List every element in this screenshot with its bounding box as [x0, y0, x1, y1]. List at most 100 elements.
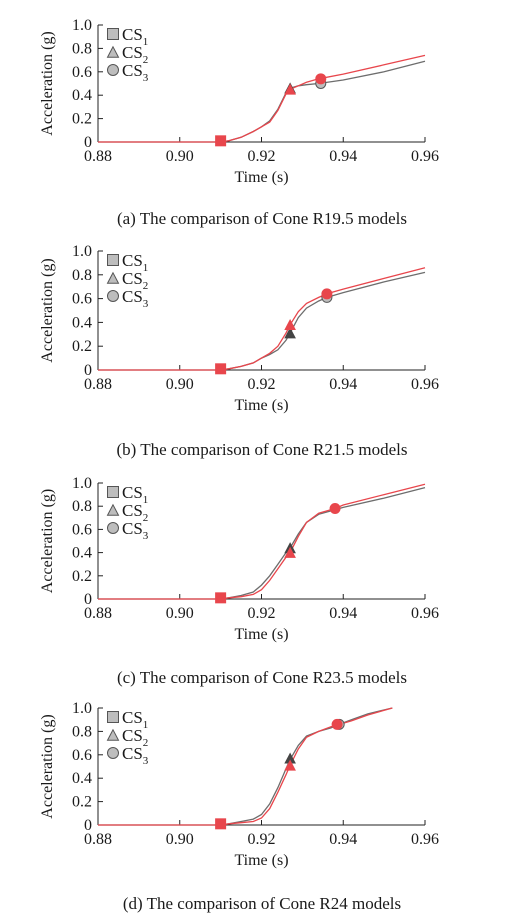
legend-triangle-icon [106, 728, 120, 741]
legend-square-icon [107, 486, 119, 498]
legend-label-base: CS [122, 61, 143, 80]
x-tick-label: 0.88 [84, 376, 112, 393]
legend-circle-icon [107, 290, 119, 302]
legend-label-subscript: 3 [143, 72, 149, 84]
circle-marker [321, 288, 333, 300]
legend-label-subscript: 3 [143, 755, 149, 767]
x-tick-label: 0.96 [411, 376, 439, 393]
triangle-marker [284, 83, 296, 95]
x-axis-label: Time (s) [234, 169, 288, 186]
x-tick-label: 0.88 [84, 148, 112, 165]
x-tick-label: 0.90 [166, 376, 194, 393]
y-tick-label: 0.8 [72, 40, 92, 57]
legend-label-subscript: 2 [143, 54, 149, 66]
y-axis-label: Acceleration (g) [39, 714, 56, 818]
x-axis-label: Time (s) [234, 397, 288, 414]
legend-label-base: CS [122, 726, 143, 745]
y-tick-label: 1.0 [72, 17, 92, 34]
legend-label-2: CS2 [122, 726, 148, 749]
y-tick-label: 0 [84, 134, 92, 151]
y-tick-label: 0.8 [72, 267, 92, 284]
circle-marker [331, 718, 343, 730]
chart-panel-4: 0 0.2 0.4 0.6 0.8 1.0 0.88 0.90 0.92 0.94 0.96 Acce… [39, 700, 439, 913]
triangle-marker [284, 759, 296, 771]
legend-label-subscript: 3 [143, 530, 149, 542]
legend-label-2: CS2 [122, 269, 148, 292]
legend-label-base: CS [122, 269, 143, 288]
legend-label-subscript: 1 [143, 494, 149, 506]
legend-label-1: CS1 [122, 251, 148, 274]
legend-square-icon [107, 711, 119, 723]
legend-circle-icon [107, 747, 119, 759]
triangle-marker [284, 318, 296, 331]
legend-label-1: CS1 [122, 25, 148, 48]
y-tick-label: 0 [84, 362, 92, 379]
legend-label-base: CS [122, 43, 143, 62]
legend-label-base: CS [122, 708, 143, 727]
y-tick-label: 0.6 [72, 64, 92, 81]
y-axis-label: Acceleration (g) [39, 31, 56, 135]
circle-marker [329, 503, 341, 515]
x-tick-label: 0.96 [411, 605, 439, 622]
x-tick-label: 0.94 [329, 148, 357, 165]
y-tick-label: 0.4 [72, 314, 92, 331]
legend-circle-icon [107, 64, 119, 76]
legend-label-subscript: 1 [143, 719, 149, 731]
square-marker [215, 363, 227, 375]
y-tick-label: 0 [84, 817, 92, 834]
square-marker [215, 818, 227, 830]
y-tick-label: 0.6 [72, 291, 92, 308]
legend-label-base: CS [122, 25, 143, 44]
legend-square-icon [107, 254, 119, 266]
legend-label-1: CS1 [122, 483, 148, 506]
legend-label-subscript: 3 [143, 298, 149, 310]
x-axis-label: Time (s) [234, 626, 288, 643]
legend-label-base: CS [122, 251, 143, 270]
legend-label-2: CS2 [122, 43, 148, 66]
chart-panel-3: 0 0.2 0.4 0.6 0.8 1.0 0.88 0.90 0.92 0.94 0.96 Acce… [39, 475, 439, 687]
square-marker [215, 135, 227, 147]
x-tick-label: 0.92 [248, 831, 276, 848]
x-tick-label: 0.94 [329, 831, 357, 848]
y-tick-label: 1.0 [72, 700, 92, 717]
figure-caption: (a) The comparison of Cone R19.5 models [117, 209, 407, 228]
legend-triangle-icon [106, 503, 120, 516]
legend-circle-icon [107, 522, 119, 534]
x-tick-label: 0.94 [329, 605, 357, 622]
triangle-marker [284, 327, 296, 339]
series-line-2 [98, 54, 426, 143]
triangle-marker [284, 546, 296, 558]
legend-label-subscript: 1 [143, 36, 149, 48]
figure-caption: (b) The comparison of Cone R21.5 models [116, 440, 407, 459]
legend-label-3: CS3 [122, 519, 149, 542]
x-tick-label: 0.92 [248, 605, 276, 622]
x-tick-label: 0.90 [166, 148, 194, 165]
chart-panel-2: 0 0.2 0.4 0.6 0.8 1.0 0.88 0.90 0.92 0.94 0.96 Acce… [39, 243, 439, 459]
legend-triangle-icon [106, 45, 120, 58]
y-tick-label: 0.2 [72, 111, 92, 128]
y-axis-label: Acceleration (g) [39, 258, 56, 362]
y-tick-label: 0.2 [72, 794, 92, 811]
legend-label-base: CS [122, 744, 143, 763]
x-tick-label: 0.92 [248, 148, 276, 165]
legend-square-icon [107, 28, 119, 40]
x-tick-label: 0.96 [411, 148, 439, 165]
x-tick-label: 0.96 [411, 831, 439, 848]
y-tick-label: 0.6 [72, 747, 92, 764]
legend-label-base: CS [122, 519, 143, 538]
legend-label-2: CS2 [122, 501, 148, 524]
legend-label-3: CS3 [122, 61, 149, 84]
legend-label-3: CS3 [122, 744, 149, 767]
x-tick-label: 0.90 [166, 605, 194, 622]
y-tick-label: 0.4 [72, 87, 92, 104]
y-tick-label: 0.2 [72, 338, 92, 355]
legend-label-3: CS3 [122, 287, 149, 310]
legend-label-subscript: 2 [143, 280, 149, 292]
legend-triangle-icon [106, 271, 120, 284]
y-tick-label: 0.4 [72, 770, 92, 787]
legend-label-1: CS1 [122, 708, 148, 731]
x-tick-label: 0.88 [84, 605, 112, 622]
figure-caption: (c) The comparison of Cone R23.5 models [117, 668, 407, 687]
chart-panel-1: 0 0.2 0.4 0.6 0.8 1.0 0.88 0.90 0.92 0.94 0.96 Acce… [39, 17, 439, 228]
